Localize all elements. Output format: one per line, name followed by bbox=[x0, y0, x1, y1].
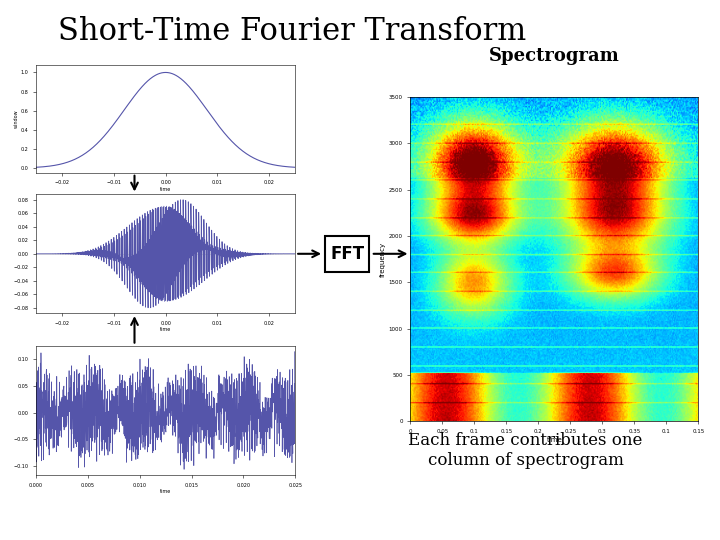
Y-axis label: window: window bbox=[14, 110, 19, 128]
Text: Short-Time Fourier Transform: Short-Time Fourier Transform bbox=[58, 16, 526, 47]
FancyBboxPatch shape bbox=[325, 236, 369, 272]
X-axis label: time: time bbox=[160, 187, 171, 192]
X-axis label: time: time bbox=[160, 489, 171, 494]
Text: Spectrogram: Spectrogram bbox=[489, 47, 620, 65]
Text: Each frame contributes one
column of spectrogram: Each frame contributes one column of spe… bbox=[408, 432, 643, 469]
Text: FFT: FFT bbox=[330, 245, 364, 263]
X-axis label: time: time bbox=[546, 437, 562, 443]
Y-axis label: frequency: frequency bbox=[380, 241, 386, 277]
X-axis label: time: time bbox=[160, 327, 171, 332]
